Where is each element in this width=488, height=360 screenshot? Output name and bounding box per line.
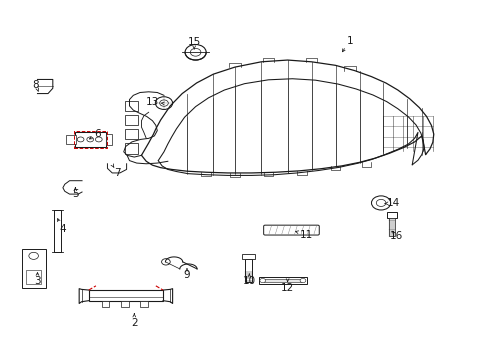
Text: 10: 10: [242, 275, 255, 285]
Circle shape: [77, 137, 84, 142]
Bar: [244, 259, 251, 282]
Bar: [54, 210, 61, 252]
Text: 5: 5: [72, 189, 79, 199]
Circle shape: [87, 137, 93, 142]
Circle shape: [300, 278, 305, 283]
Circle shape: [160, 100, 168, 106]
Bar: [105, 134, 112, 145]
Text: 16: 16: [389, 231, 403, 242]
Circle shape: [184, 45, 206, 60]
Bar: [258, 277, 306, 284]
Text: 1: 1: [346, 36, 352, 46]
Bar: [140, 301, 147, 307]
Text: 6: 6: [94, 129, 101, 139]
Bar: [242, 254, 254, 259]
Text: 14: 14: [386, 198, 399, 208]
Bar: [121, 301, 128, 307]
Text: 4: 4: [59, 224, 65, 234]
Bar: [21, 249, 45, 288]
Circle shape: [161, 259, 170, 265]
Circle shape: [190, 48, 201, 56]
Circle shape: [95, 137, 102, 142]
Bar: [66, 135, 76, 144]
Bar: [26, 270, 41, 284]
Circle shape: [155, 97, 172, 109]
Bar: [386, 212, 396, 218]
Bar: [89, 290, 163, 301]
Text: 8: 8: [33, 80, 39, 90]
Bar: [75, 132, 105, 147]
Bar: [388, 218, 394, 237]
Bar: [263, 279, 302, 283]
Text: 2: 2: [131, 318, 137, 328]
Text: 11: 11: [300, 230, 313, 240]
Circle shape: [376, 199, 385, 207]
Circle shape: [371, 196, 390, 210]
Text: 7: 7: [114, 168, 121, 178]
Circle shape: [259, 278, 265, 283]
Text: 9: 9: [183, 270, 190, 280]
Text: 15: 15: [187, 37, 201, 48]
Bar: [124, 129, 138, 139]
FancyBboxPatch shape: [263, 225, 319, 235]
Bar: [102, 301, 109, 307]
Circle shape: [29, 252, 39, 259]
Bar: [124, 101, 138, 111]
Bar: [124, 115, 138, 125]
Text: 12: 12: [281, 283, 294, 293]
Text: 13: 13: [145, 98, 159, 107]
Bar: [74, 131, 106, 148]
Text: 3: 3: [34, 275, 41, 285]
Bar: [124, 143, 138, 154]
